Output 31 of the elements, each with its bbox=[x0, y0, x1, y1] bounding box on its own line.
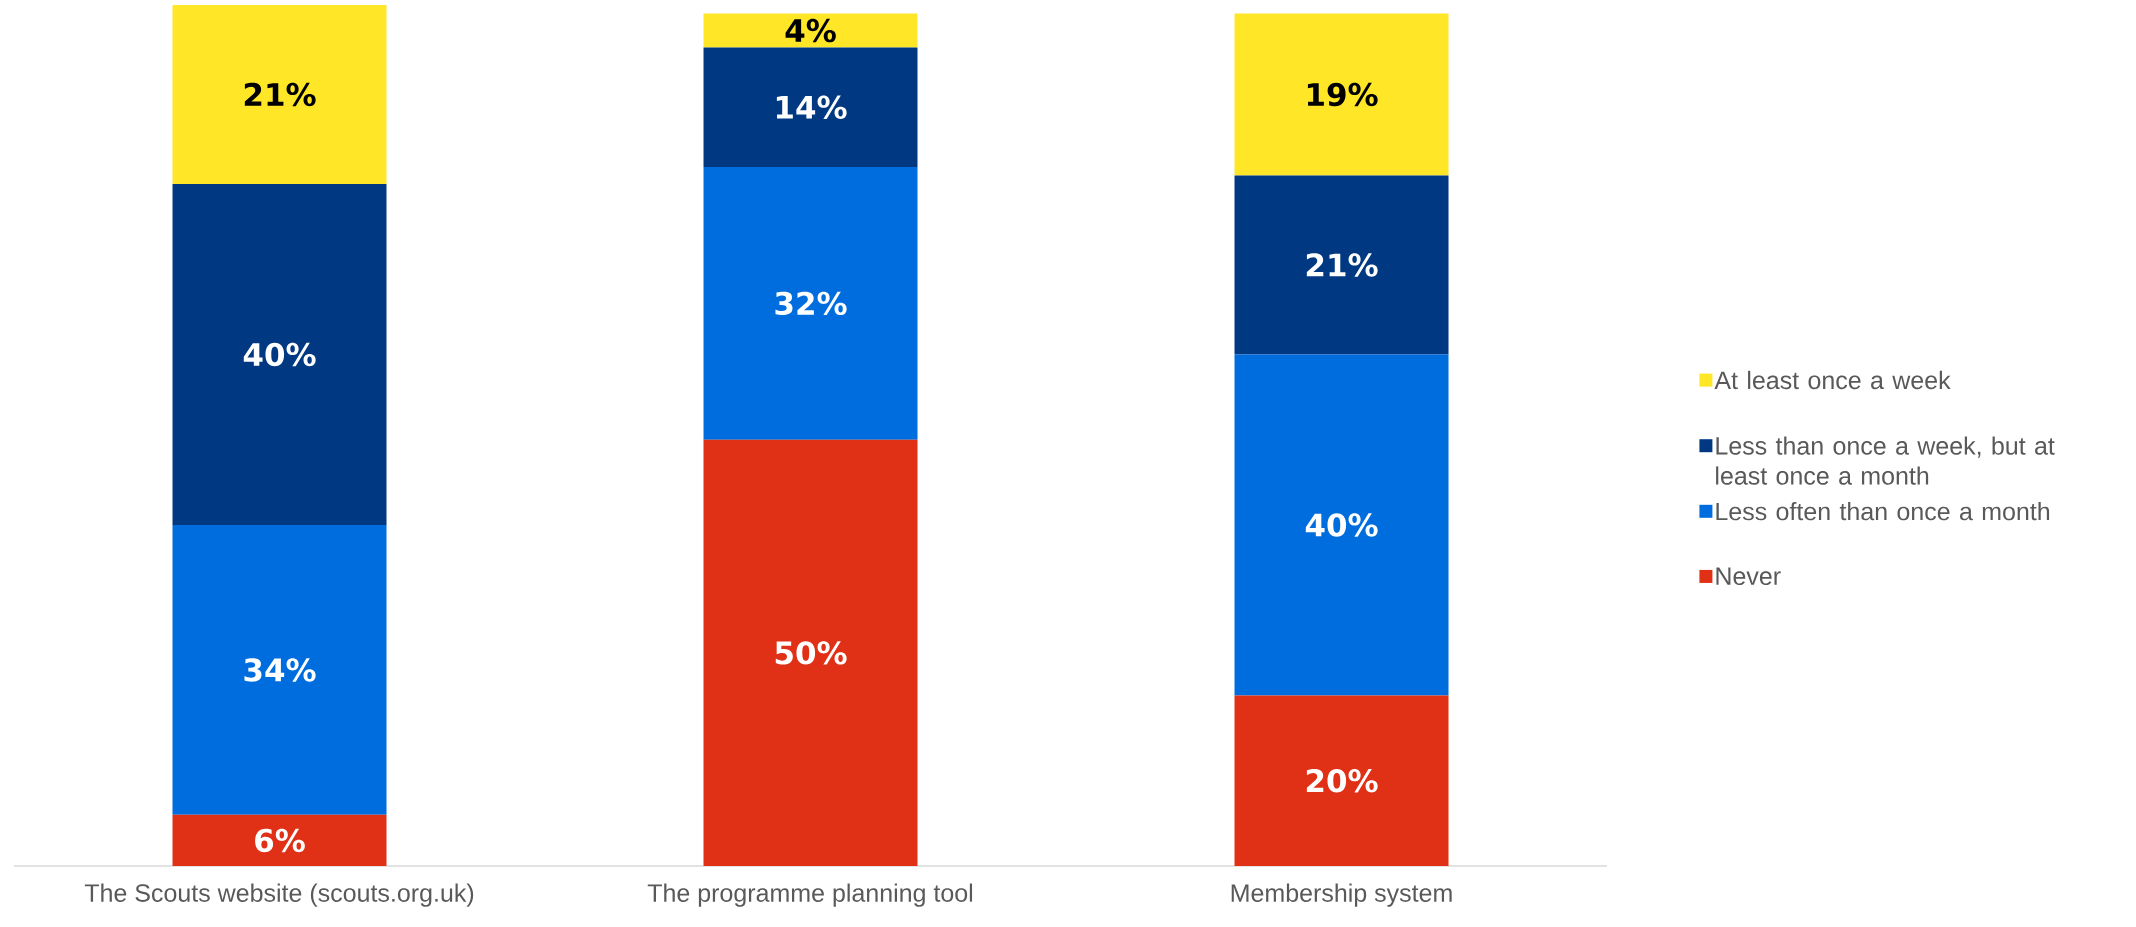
bar bbox=[1234, 695, 1449, 866]
bar bbox=[703, 47, 918, 167]
data-label: 6% bbox=[255, 828, 305, 853]
legend-label: At least once a week bbox=[1714, 370, 1951, 390]
bar bbox=[172, 814, 387, 866]
data-label: 20% bbox=[1306, 769, 1378, 793]
bar bbox=[703, 166, 918, 440]
bar bbox=[1234, 175, 1449, 355]
bar bbox=[703, 13, 918, 48]
legend-label: Less often than once a month bbox=[1716, 502, 2050, 521]
legend-label: Never bbox=[1716, 567, 1781, 586]
data-label: 21% bbox=[1306, 253, 1378, 277]
x-tick-label: The Scouts website (scouts.org.uk) bbox=[84, 883, 474, 907]
bar bbox=[703, 439, 918, 866]
data-label: 19% bbox=[1307, 82, 1378, 107]
x-tick-label: Membership system bbox=[1231, 883, 1452, 907]
data-label: 50% bbox=[775, 641, 847, 665]
bar bbox=[1234, 354, 1449, 696]
data-label: 40% bbox=[1305, 513, 1378, 537]
legend-label: Less than once a week, but at least once a month bbox=[1716, 436, 2055, 485]
data-label: 34% bbox=[244, 658, 316, 682]
data-label: 40% bbox=[243, 342, 316, 367]
data-label: 14% bbox=[776, 95, 847, 120]
x-tick-label: The programme planning tool bbox=[647, 883, 973, 907]
bar bbox=[172, 4, 387, 185]
data-label: 21% bbox=[244, 82, 316, 107]
bar bbox=[1234, 13, 1449, 176]
data-label: 4% bbox=[785, 18, 836, 43]
bar bbox=[172, 525, 387, 815]
data-label: 32% bbox=[775, 291, 847, 316]
bar bbox=[172, 184, 387, 525]
